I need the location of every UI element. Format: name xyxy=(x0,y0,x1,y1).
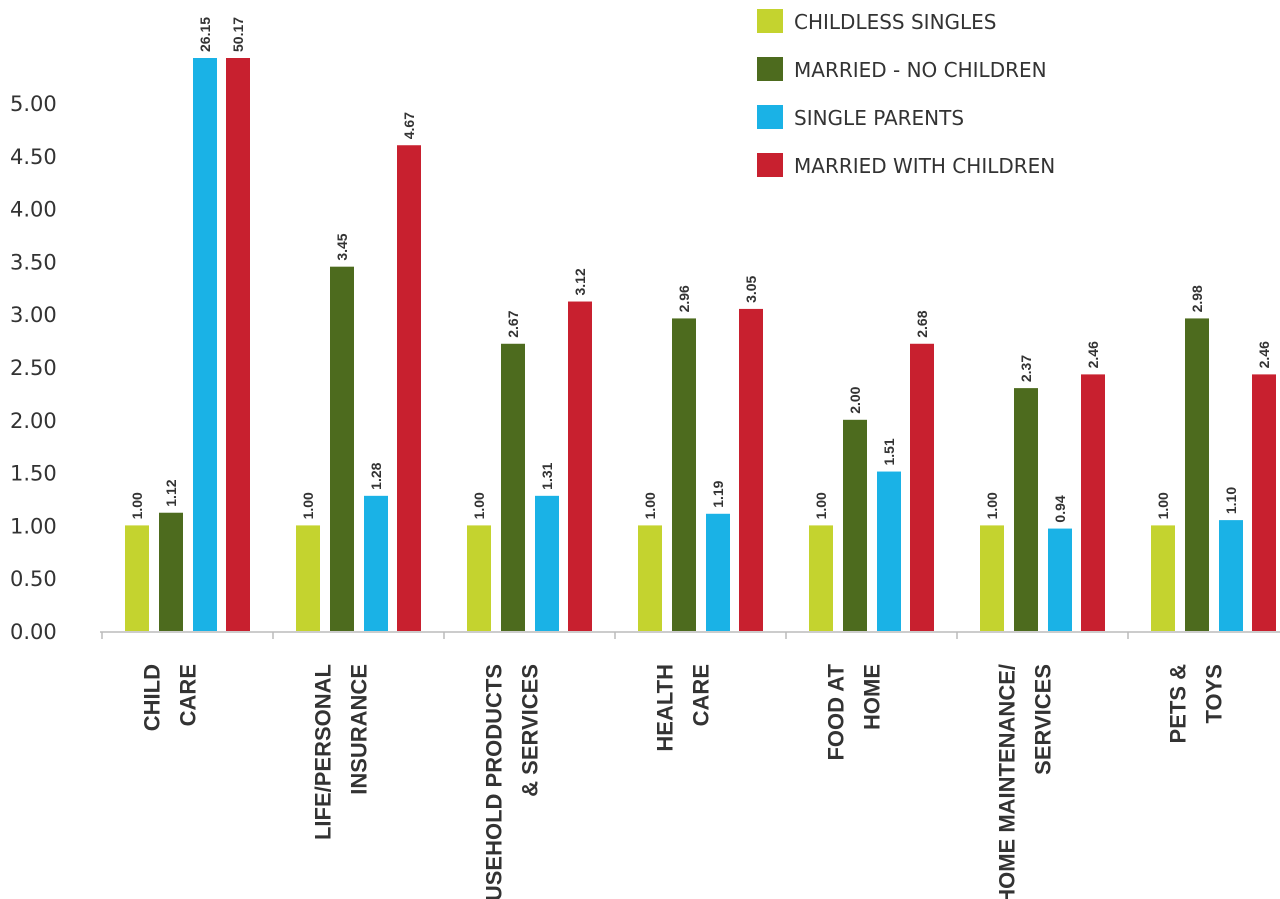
data-label: 2.46 xyxy=(1085,341,1101,368)
y-tick-label: 0.00 xyxy=(10,620,57,644)
y-tick-label: 2.50 xyxy=(10,356,57,380)
category-label: CARE xyxy=(176,664,201,726)
category-label: TOYS xyxy=(1202,664,1227,724)
data-label: 1.00 xyxy=(813,492,829,519)
bar xyxy=(125,525,149,631)
category-label: HEALTH xyxy=(653,664,678,752)
category-label: CHILD xyxy=(140,664,165,731)
bars xyxy=(125,58,1276,632)
bar xyxy=(159,512,183,631)
bar xyxy=(706,513,730,631)
x-axis xyxy=(100,631,1280,639)
data-labels: 1.00 1.00 1.00 1.00 1.00 1.00 1.00 1.12 3.45 2.67… xyxy=(129,17,1272,523)
data-label: 4.67 xyxy=(401,112,417,139)
legend-swatch xyxy=(757,153,783,177)
legend-swatch xyxy=(757,57,783,81)
bar xyxy=(1048,528,1072,631)
y-tick-label: 2.00 xyxy=(10,409,57,433)
legend-swatch xyxy=(757,105,783,129)
bar xyxy=(739,308,763,631)
y-tick-label: 4.50 xyxy=(10,145,57,169)
data-label: 2.46 xyxy=(1256,341,1272,368)
data-label: 3.12 xyxy=(572,268,588,295)
bar xyxy=(1014,388,1038,631)
bar xyxy=(843,419,867,631)
data-label: 1.00 xyxy=(300,492,316,519)
y-tick-label: 0.50 xyxy=(10,567,57,591)
data-label: 1.19 xyxy=(710,480,726,507)
category-label: & SERVICES xyxy=(518,664,543,797)
data-label: 2.98 xyxy=(1189,285,1205,312)
data-label: 1.12 xyxy=(163,479,179,506)
legend: CHILDLESS SINGLES MARRIED - NO CHILDREN SI… xyxy=(757,9,1055,178)
data-label: 26.15 xyxy=(197,17,213,52)
legend-label: SINGLE PARENTS xyxy=(794,106,964,130)
category-label: LIFE/PERSONAL xyxy=(311,664,336,840)
data-label: 3.05 xyxy=(743,275,759,302)
legend-label: MARRIED - NO CHILDREN xyxy=(794,58,1047,82)
data-label: 50.17 xyxy=(230,17,246,52)
bar xyxy=(910,343,934,631)
data-label: 1.00 xyxy=(642,492,658,519)
bar xyxy=(364,495,388,631)
category-label: PETS & xyxy=(1166,664,1191,744)
data-label: 0.94 xyxy=(1052,495,1068,522)
data-label: 2.96 xyxy=(676,285,692,312)
bar xyxy=(397,145,421,632)
data-label: 1.31 xyxy=(539,462,555,489)
bar xyxy=(535,495,559,631)
y-tick-label: 5.00 xyxy=(10,92,57,116)
bar xyxy=(672,318,696,631)
data-label: 2.68 xyxy=(914,310,930,337)
bar xyxy=(467,525,491,631)
bar xyxy=(1081,374,1105,631)
data-label: 2.67 xyxy=(505,310,521,337)
bar xyxy=(980,525,1004,631)
data-label: 1.00 xyxy=(1155,492,1171,519)
data-label: 2.37 xyxy=(1018,355,1034,382)
category-labels: CHILD CARE LIFE/PERSONAL INSURANCE HOUSEHOLD… xyxy=(140,663,1227,899)
bar xyxy=(226,58,250,631)
bar xyxy=(1219,520,1243,631)
category-label: SERVICES xyxy=(1031,664,1056,775)
category-label: HOUSEHOLD PRODUCTS xyxy=(482,664,507,899)
category-label: INSURANCE xyxy=(347,664,372,795)
data-label: 1.00 xyxy=(129,492,145,519)
data-label: 2.00 xyxy=(847,386,863,413)
data-label: 1.28 xyxy=(368,462,384,489)
legend-label: CHILDLESS SINGLES xyxy=(794,10,997,34)
bar xyxy=(1185,318,1209,631)
y-tick-label: 3.00 xyxy=(10,303,57,327)
category-label: FOOD AT xyxy=(824,663,849,760)
y-tick-label: 1.50 xyxy=(10,462,57,486)
data-label: 1.00 xyxy=(471,492,487,519)
bar xyxy=(1151,525,1175,631)
bar xyxy=(1252,374,1276,631)
bar xyxy=(809,525,833,631)
data-label: 3.45 xyxy=(334,233,350,260)
bar xyxy=(501,343,525,631)
bar xyxy=(193,58,217,631)
legend-label: MARRIED WITH CHILDREN xyxy=(794,154,1055,178)
y-tick-label: 1.00 xyxy=(10,514,57,538)
category-label: HOME MAINTENANCE/ xyxy=(995,664,1020,899)
bar xyxy=(296,525,320,631)
bar xyxy=(877,471,901,631)
category-label: CARE xyxy=(689,664,714,726)
y-tick-label: 4.00 xyxy=(10,198,57,222)
y-axis: 0.00 0.50 1.00 1.50 2.00 2.50 3.00 3.50 4.00 4.50… xyxy=(10,92,57,644)
data-label: 1.10 xyxy=(1223,487,1239,514)
bar xyxy=(568,301,592,631)
data-label: 1.00 xyxy=(984,492,1000,519)
data-label: 1.51 xyxy=(881,438,897,465)
bar xyxy=(330,266,354,631)
category-label: HOME xyxy=(860,664,885,730)
y-tick-label: 3.50 xyxy=(10,250,57,274)
legend-swatch xyxy=(757,9,783,33)
bar xyxy=(638,525,662,631)
